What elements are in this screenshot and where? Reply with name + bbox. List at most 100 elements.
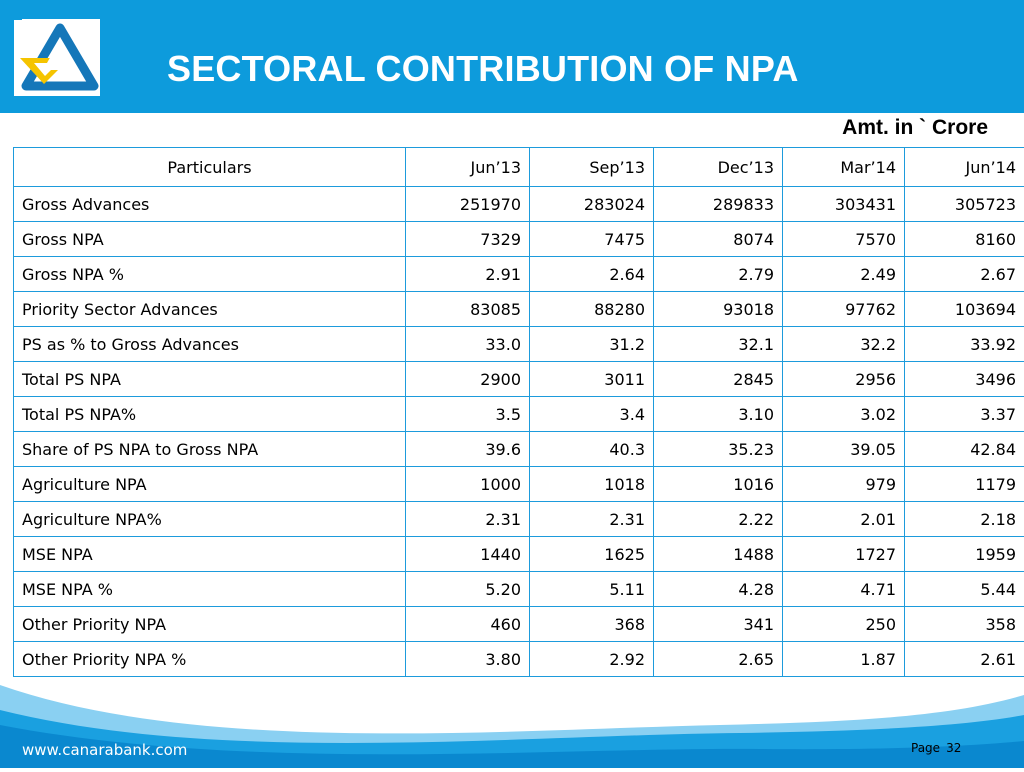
column-header-period: Dec’13 bbox=[654, 148, 783, 187]
page-label: Page bbox=[911, 741, 940, 755]
table-cell: 3496 bbox=[905, 362, 1024, 397]
table-cell: 2.22 bbox=[654, 502, 783, 537]
row-label: Total PS NPA% bbox=[14, 397, 406, 432]
table-cell: 83085 bbox=[406, 292, 530, 327]
table-cell: 1727 bbox=[783, 537, 905, 572]
table-cell: 3.37 bbox=[905, 397, 1024, 432]
table-cell: 289833 bbox=[654, 187, 783, 222]
table-cell: 305723 bbox=[905, 187, 1024, 222]
table-cell: 2.18 bbox=[905, 502, 1024, 537]
column-header-period: Jun’13 bbox=[406, 148, 530, 187]
table-cell: 35.23 bbox=[654, 432, 783, 467]
table-cell: 33.0 bbox=[406, 327, 530, 362]
row-label: Other Priority NPA bbox=[14, 607, 406, 642]
table-cell: 1018 bbox=[530, 467, 654, 502]
table-cell: 3.4 bbox=[530, 397, 654, 432]
row-label: Priority Sector Advances bbox=[14, 292, 406, 327]
table-cell: 31.2 bbox=[530, 327, 654, 362]
row-label: Share of PS NPA to Gross NPA bbox=[14, 432, 406, 467]
table-cell: 97762 bbox=[783, 292, 905, 327]
table-cell: 7570 bbox=[783, 222, 905, 257]
row-label: Agriculture NPA bbox=[14, 467, 406, 502]
table-cell: 2.79 bbox=[654, 257, 783, 292]
table-cell: 303431 bbox=[783, 187, 905, 222]
table-cell: 3.02 bbox=[783, 397, 905, 432]
table-cell: 1179 bbox=[905, 467, 1024, 502]
table-cell: 1440 bbox=[406, 537, 530, 572]
table-cell: 3.5 bbox=[406, 397, 530, 432]
row-label: Gross NPA bbox=[14, 222, 406, 257]
row-label: Gross NPA % bbox=[14, 257, 406, 292]
table-cell: 979 bbox=[783, 467, 905, 502]
table-cell: 2956 bbox=[783, 362, 905, 397]
table-cell: 7475 bbox=[530, 222, 654, 257]
table-cell: 32.1 bbox=[654, 327, 783, 362]
table-cell: 8074 bbox=[654, 222, 783, 257]
website-link[interactable]: www.canarabank.com bbox=[22, 741, 187, 759]
column-header-period: Jun’14 bbox=[905, 148, 1024, 187]
table-cell: 2.64 bbox=[530, 257, 654, 292]
table-cell: 39.6 bbox=[406, 432, 530, 467]
logo-icon bbox=[14, 20, 100, 96]
page-indicator: Page 32 bbox=[911, 741, 961, 755]
table-cell: 5.11 bbox=[530, 572, 654, 607]
table-cell: 1488 bbox=[654, 537, 783, 572]
table-cell: 2900 bbox=[406, 362, 530, 397]
table-cell: 2.67 bbox=[905, 257, 1024, 292]
table-cell: 1959 bbox=[905, 537, 1024, 572]
canara-bank-logo bbox=[14, 20, 100, 96]
table-cell: 2.49 bbox=[783, 257, 905, 292]
table-cell: 4.71 bbox=[783, 572, 905, 607]
table-cell: 3.10 bbox=[654, 397, 783, 432]
table-cell: 3011 bbox=[530, 362, 654, 397]
table-cell: 32.2 bbox=[783, 327, 905, 362]
table-cell: 460 bbox=[406, 607, 530, 642]
table-cell: 341 bbox=[654, 607, 783, 642]
table-cell: 2.01 bbox=[783, 502, 905, 537]
row-label: PS as % to Gross Advances bbox=[14, 327, 406, 362]
table-cell: 5.20 bbox=[406, 572, 530, 607]
table-cell: 8160 bbox=[905, 222, 1024, 257]
unit-note: Amt. in ` Crore bbox=[842, 116, 988, 140]
row-label: Total PS NPA bbox=[14, 362, 406, 397]
table-cell: 88280 bbox=[530, 292, 654, 327]
table-cell: 4.28 bbox=[654, 572, 783, 607]
table-cell: 358 bbox=[905, 607, 1024, 642]
column-header-particulars: Particulars bbox=[14, 148, 406, 187]
table-cell: 368 bbox=[530, 607, 654, 642]
table-cell: 250 bbox=[783, 607, 905, 642]
header-bar: SECTORAL CONTRIBUTION OF NPA bbox=[0, 0, 1024, 113]
row-label: Agriculture NPA% bbox=[14, 502, 406, 537]
table-cell: 5.44 bbox=[905, 572, 1024, 607]
table-cell: 1000 bbox=[406, 467, 530, 502]
table-cell: 7329 bbox=[406, 222, 530, 257]
table-cell: 2.31 bbox=[530, 502, 654, 537]
table-cell: 283024 bbox=[530, 187, 654, 222]
row-label: MSE NPA % bbox=[14, 572, 406, 607]
table-cell: 40.3 bbox=[530, 432, 654, 467]
table-cell: 39.05 bbox=[783, 432, 905, 467]
page-number: 32 bbox=[946, 741, 961, 755]
table-cell: 251970 bbox=[406, 187, 530, 222]
table-cell: 1625 bbox=[530, 537, 654, 572]
table-cell: 33.92 bbox=[905, 327, 1024, 362]
row-label: Gross Advances bbox=[14, 187, 406, 222]
table-cell: 1016 bbox=[654, 467, 783, 502]
table-cell: 42.84 bbox=[905, 432, 1024, 467]
page-title: SECTORAL CONTRIBUTION OF NPA bbox=[167, 47, 799, 91]
